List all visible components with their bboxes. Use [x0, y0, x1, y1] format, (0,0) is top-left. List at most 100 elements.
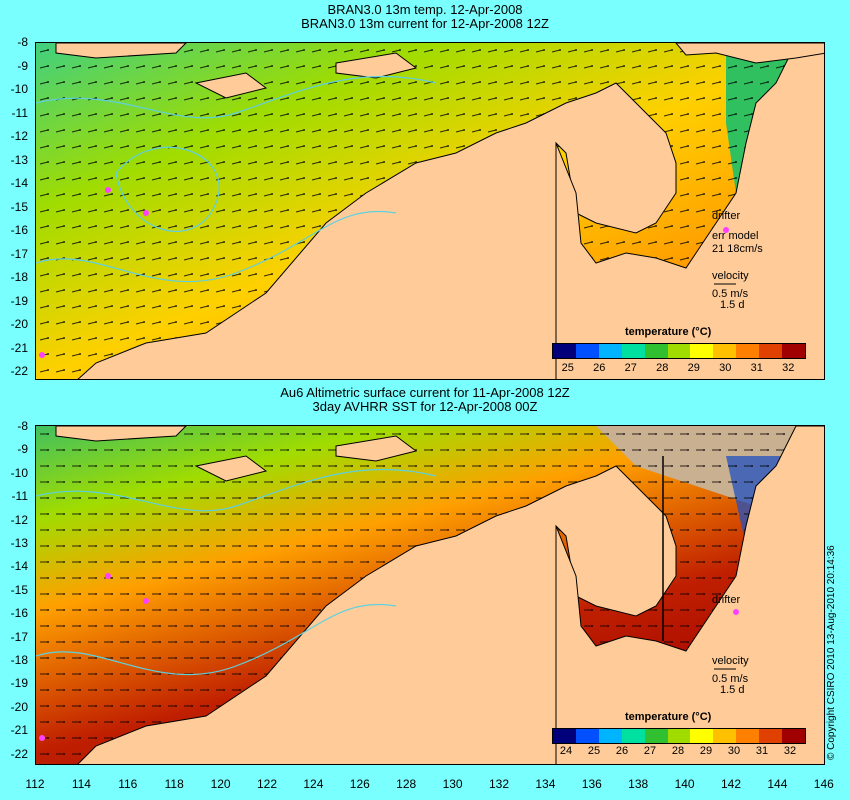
x-tick-label: 138 — [628, 777, 649, 791]
colorbar-segment — [575, 729, 599, 743]
indonesia-islands — [55, 426, 187, 442]
colorbar-tick-label: 26 — [593, 362, 606, 374]
new-guinea-land — [675, 43, 824, 64]
colorbar-segment — [621, 729, 645, 743]
drifter-legend-marker — [723, 227, 729, 233]
top-velocity-scale: 0.5 m/s — [712, 288, 749, 300]
y-tick-label: -8 — [17, 419, 28, 433]
top-err-model-value: 21 18cm/s — [712, 243, 763, 255]
australia-land — [77, 82, 677, 379]
y-tick-label: -22 — [10, 746, 28, 761]
temperature-contour — [36, 75, 437, 119]
cape-york-land — [555, 426, 824, 764]
y-tick-label: -10 — [10, 465, 28, 480]
drifter-marker — [143, 598, 149, 604]
y-tick-label: -14 — [10, 559, 28, 574]
colorbar-tick-label: 25 — [561, 362, 574, 374]
x-tick-label: 126 — [349, 777, 370, 791]
colorbar-segment — [644, 729, 668, 743]
colorbar-segment — [644, 344, 668, 358]
y-tick-label: -19 — [10, 293, 28, 308]
colorbar-tick-label: 32 — [782, 362, 795, 374]
y-tick-label: -18 — [10, 270, 28, 284]
colorbar-tick-label: 30 — [727, 745, 741, 757]
drifter-legend-marker — [733, 609, 739, 615]
colorbar-segment — [553, 344, 576, 358]
colorbar-tick-label: 31 — [755, 745, 769, 757]
x-tick-label: 134 — [535, 777, 556, 791]
temperature-contour — [36, 468, 437, 512]
x-tick-label: 136 — [581, 777, 602, 791]
bottom-map-svg — [36, 426, 824, 764]
drifter-marker — [105, 187, 111, 193]
top-err-model-label: err model — [712, 230, 759, 242]
bottom-title-2: 3day AVHRR SST for 12-Apr-2008 00Z — [312, 399, 538, 414]
colorbar-segment — [759, 344, 783, 358]
y-tick-label: -12 — [10, 512, 28, 527]
colorbar-segment — [667, 729, 691, 743]
indonesia-islands — [55, 43, 187, 59]
top-title-1: BRAN3.0 13m temp. 12-Apr-2008 — [327, 2, 523, 17]
drifter-marker — [143, 210, 149, 216]
bottom-velocity-days: 1.5 d — [720, 684, 745, 696]
y-tick-label: -15 — [10, 582, 28, 597]
colorbar-segment — [553, 729, 576, 743]
colorbar-tick-label: 29 — [687, 362, 700, 374]
top-map-svg — [36, 43, 824, 379]
colorbar-tick-label: 31 — [750, 362, 763, 374]
y-tick-label: -11 — [11, 489, 28, 504]
x-tick-label: 140 — [674, 777, 695, 791]
x-tick-label: 142 — [720, 777, 742, 791]
drifter-marker — [39, 735, 45, 741]
y-tick-label: -13 — [10, 152, 28, 167]
y-tick-label: -18 — [10, 653, 28, 667]
x-tick-label: 128 — [396, 777, 417, 791]
top-title-2: BRAN3.0 13m current for 12-Apr-2008 12Z — [301, 16, 549, 31]
eddy-contour — [115, 146, 220, 232]
y-tick-label: -8 — [17, 35, 28, 49]
colorbar-tick-label: 24 — [559, 745, 573, 757]
top-colorbar-title: temperature (°C) — [625, 326, 712, 338]
australia-land — [77, 465, 677, 764]
temperature-contour — [36, 211, 397, 283]
colorbar-segment — [667, 344, 691, 358]
colorbar-segment — [598, 729, 622, 743]
y-tick-label: -21 — [10, 340, 28, 355]
bottom-drifter-label: drifter — [712, 594, 741, 606]
cape-york-land — [555, 43, 824, 379]
colorbar-tick-label: 26 — [615, 745, 629, 757]
y-tick-label: -11 — [11, 105, 28, 120]
colorbar-tick-label: 27 — [624, 362, 637, 374]
bottom-velocity-scale: 0.5 m/s — [712, 673, 749, 685]
colorbar-segment — [575, 344, 599, 358]
colorbar-tick-label: 32 — [783, 745, 797, 757]
colorbar-tick-label: 25 — [587, 745, 601, 757]
y-tick-label: -20 — [10, 699, 28, 714]
y-tick-label: -16 — [10, 606, 28, 621]
top-map-panel — [35, 42, 825, 380]
y-tick-label: -17 — [10, 629, 28, 644]
bottom-title-1: Au6 Altimetric surface current for 11-Ap… — [280, 385, 570, 400]
colorbar-segment — [621, 344, 645, 358]
y-tick-label: -13 — [10, 536, 28, 550]
top-colorbar — [552, 343, 806, 359]
y-tick-label: -20 — [10, 317, 28, 331]
colorbar-tick-label: 28 — [656, 362, 669, 374]
temperature-contour — [36, 604, 397, 676]
y-tick-label: -16 — [10, 223, 28, 237]
y-tick-label: -15 — [10, 199, 28, 214]
bottom-velocity-label: velocity — [712, 655, 749, 667]
colorbar-segment — [713, 344, 737, 358]
x-tick-label: 118 — [164, 777, 184, 791]
x-tick-label: 130 — [442, 777, 463, 791]
y-tick-label: -21 — [10, 723, 28, 738]
y-tick-label: -14 — [10, 176, 28, 190]
x-tick-label: 132 — [488, 777, 510, 791]
colorbar-segment — [713, 729, 737, 743]
y-tick-label: -12 — [10, 129, 28, 143]
x-tick-label: 116 — [118, 777, 138, 791]
colorbar-segment — [782, 344, 805, 358]
drifter-marker — [105, 573, 111, 579]
y-tick-label: -9 — [17, 442, 28, 457]
colorbar-segment — [690, 729, 714, 743]
